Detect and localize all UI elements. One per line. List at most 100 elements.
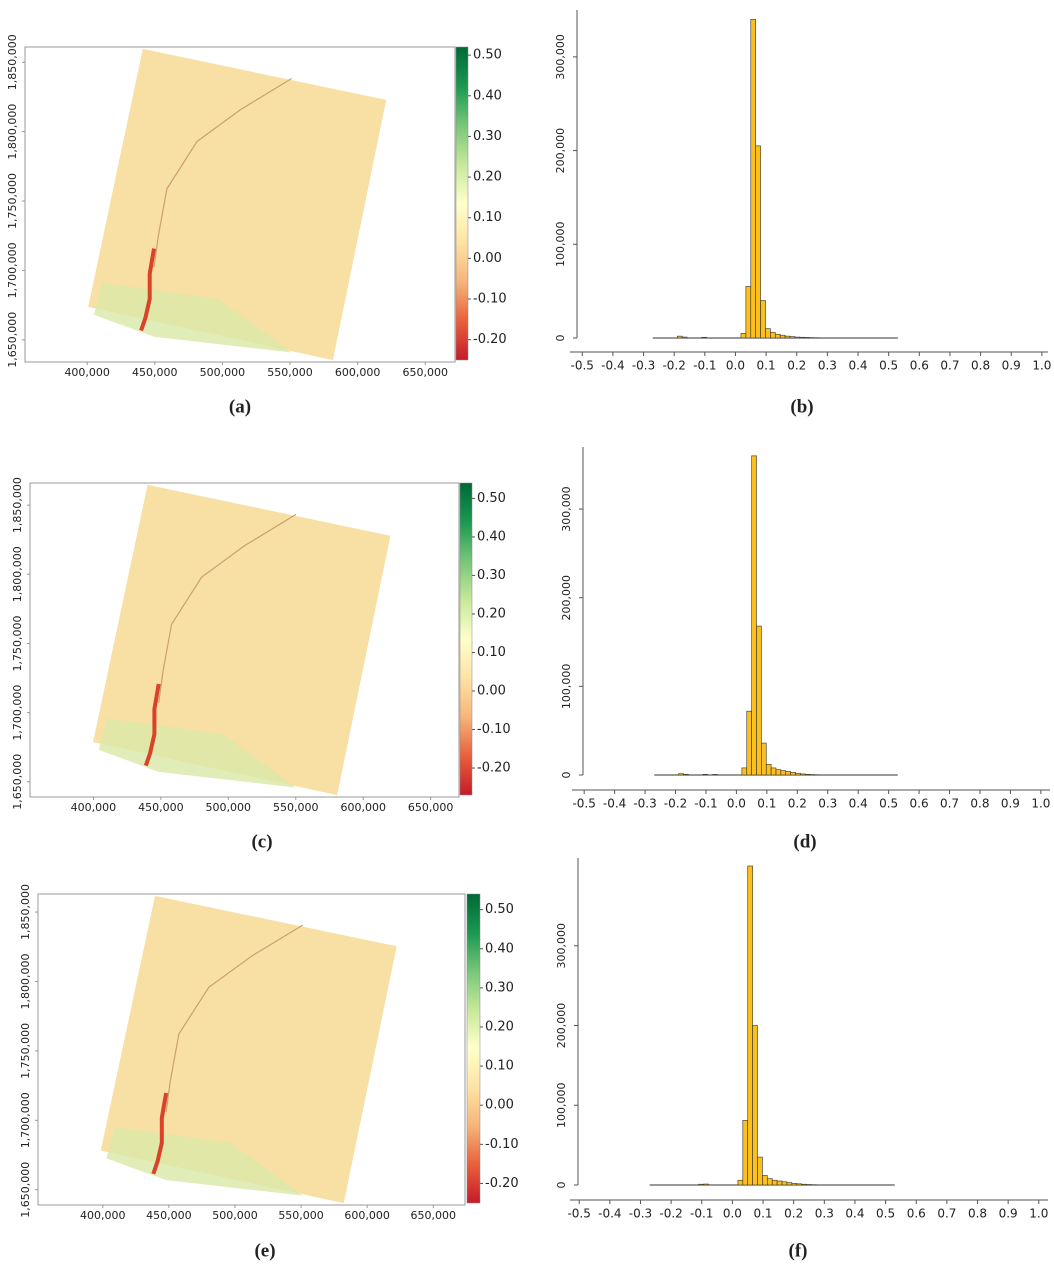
colorbar-label: 0.50 [485, 902, 514, 917]
colorbar-label: 0.50 [473, 48, 502, 63]
x-tick-label: 0.4 [848, 359, 867, 373]
bar [765, 764, 772, 776]
bar [747, 865, 753, 1186]
bar [785, 771, 791, 776]
y-tick-label: 0 [554, 335, 567, 342]
x-tick-label: 0.5 [879, 359, 898, 373]
x-tick-label: 0.1 [757, 359, 776, 373]
bar [761, 742, 767, 776]
y-tick-label: 1,800,000 [6, 104, 19, 160]
colorbar-label: 0.10 [485, 1059, 514, 1074]
vegetation [98, 718, 296, 788]
x-tick-label: 0.1 [757, 797, 776, 811]
y-tick-label: 1,650,000 [11, 754, 24, 810]
x-tick-label: 450,000 [132, 366, 178, 379]
image-scene [100, 895, 397, 1204]
x-tick-label: 0.3 [818, 797, 837, 811]
colorbar [455, 46, 469, 361]
bar [800, 773, 806, 776]
x-tick-label: 0.2 [784, 1207, 803, 1221]
bar [765, 328, 771, 339]
y-tick-label: 200,000 [555, 1003, 568, 1049]
x-tick-label: -0.3 [632, 359, 655, 373]
image-scene [88, 48, 387, 361]
panel-label: (d) [793, 831, 816, 852]
vegetation [93, 283, 292, 353]
x-tick-label: 550,000 [278, 1209, 324, 1222]
x-tick-label: -0.4 [598, 1207, 621, 1221]
bar [701, 336, 707, 339]
bar [676, 335, 683, 339]
x-tick-label: -0.5 [567, 1207, 590, 1221]
x-tick-label: 0.6 [910, 359, 929, 373]
colorbar [459, 482, 473, 796]
bar [779, 334, 786, 339]
x-tick-label: 0.7 [937, 1207, 956, 1221]
x-tick-label: 0.4 [849, 797, 868, 811]
x-tick-label: 500,000 [212, 1209, 258, 1222]
bar [698, 1183, 704, 1186]
bar [745, 286, 752, 339]
y-tick-label: 200,000 [560, 575, 573, 621]
panel-label: (e) [254, 1240, 275, 1261]
x-tick-label: 1.0 [1031, 797, 1050, 811]
image-scene [93, 484, 391, 796]
river-water [151, 1092, 169, 1175]
x-tick-label: 0.2 [787, 359, 806, 373]
river [158, 513, 297, 703]
y-tick-label: 0 [560, 772, 573, 779]
colorbar-label: 0.40 [477, 529, 506, 544]
y-tick-label: 100,000 [554, 222, 567, 267]
colorbar-label: 0.00 [473, 251, 502, 266]
colorbar-label: 0.30 [477, 568, 506, 583]
bar [776, 1180, 783, 1186]
bar [760, 300, 766, 339]
colorbar-label: 0.10 [473, 210, 502, 225]
x-tick-label: 550,000 [273, 801, 319, 814]
y-tick-label: 1,650,000 [6, 312, 19, 368]
bar [786, 1182, 793, 1186]
colorbar-label: -0.10 [473, 292, 507, 307]
y-tick-label: 300,000 [560, 486, 573, 532]
x-tick-label: 0.4 [845, 1207, 864, 1221]
x-tick-label: 0.6 [907, 1207, 926, 1221]
x-tick-label: 0.5 [876, 1207, 895, 1221]
x-tick-label: 0.8 [971, 359, 990, 373]
x-tick-label: -0.5 [572, 797, 595, 811]
y-tick-label: 100,000 [555, 1082, 568, 1128]
x-tick-label: -0.3 [629, 1207, 652, 1221]
x-tick-label: 0.8 [970, 797, 989, 811]
bar [796, 1183, 802, 1186]
colorbar-label: -0.10 [485, 1137, 519, 1152]
colorbar-label: 0.30 [485, 980, 514, 995]
panel-label: (c) [251, 831, 272, 852]
x-tick-label: -0.2 [662, 359, 685, 373]
bar [752, 1025, 758, 1186]
bar [681, 336, 688, 339]
colorbar-label: 0.00 [477, 684, 506, 699]
x-tick-label: 400,000 [80, 1209, 126, 1222]
x-tick-label: -0.1 [694, 797, 717, 811]
colorbar-label: 0.40 [485, 941, 514, 956]
x-tick-label: 0.9 [1002, 359, 1021, 373]
bar [789, 336, 796, 339]
colorbar-label: -0.20 [473, 332, 507, 347]
panel-label: (b) [790, 396, 813, 417]
y-tick-label: 300,000 [555, 923, 568, 969]
colorbar-label: 0.00 [485, 1098, 514, 1113]
x-tick-label: 0.8 [968, 1207, 987, 1221]
x-tick-label: 0.6 [910, 797, 929, 811]
bar [791, 1183, 798, 1186]
colorbar-label: 0.40 [473, 88, 502, 103]
x-tick-label: -0.4 [601, 359, 624, 373]
x-tick-label: 1.0 [1029, 1207, 1048, 1221]
x-tick-label: 0.7 [940, 359, 959, 373]
x-tick-label: -0.4 [603, 797, 626, 811]
bar [774, 333, 781, 339]
x-tick-label: -0.2 [659, 1207, 682, 1221]
y-tick-label: 300,000 [554, 34, 567, 80]
vegetation [106, 1127, 303, 1196]
x-tick-label: 600,000 [340, 801, 386, 814]
bar [740, 333, 747, 339]
bar [757, 1156, 763, 1186]
